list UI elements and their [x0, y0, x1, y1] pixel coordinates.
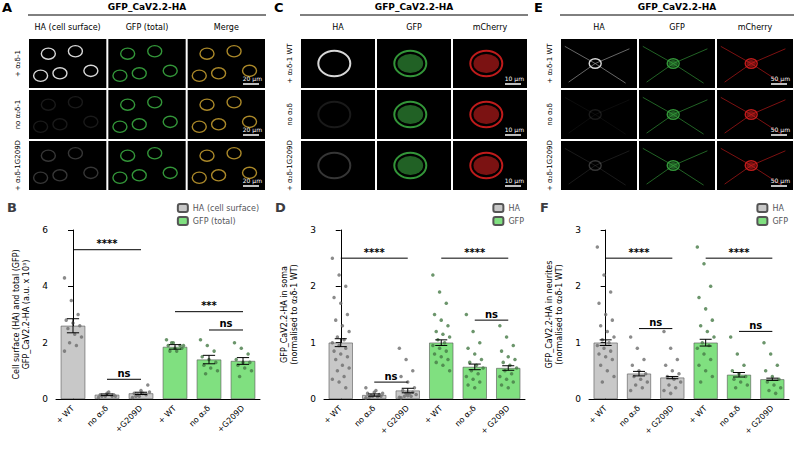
svg-text:GFP: GFP [508, 217, 524, 226]
svg-text:ns: ns [649, 317, 662, 328]
svg-text:GFP_CaV2.2-HA: GFP_CaV2.2-HA [638, 2, 716, 12]
svg-text:F: F [540, 200, 549, 215]
svg-text:3: 3 [310, 225, 316, 235]
svg-text:+ α₂δ-1G209D: + α₂δ-1G209D [546, 140, 554, 191]
svg-text:+ α₂δ-1: + α₂δ-1 [14, 50, 22, 77]
svg-text:ns: ns [219, 318, 232, 329]
svg-text:mCherry: mCherry [738, 23, 773, 32]
svg-text:+ WT: + WT [587, 404, 609, 426]
svg-text:10 µm: 10 µm [505, 126, 524, 134]
svg-text:GFP_CaV2.2-HA (a.u. x 10³): GFP_CaV2.2-HA (a.u. x 10³) [22, 260, 31, 370]
svg-text:B: B [7, 200, 17, 215]
svg-text:ns: ns [384, 371, 397, 382]
svg-text:GFP: GFP [406, 23, 422, 32]
svg-text:no α₂δ: no α₂δ [286, 103, 294, 126]
svg-text:Cell surface (HA) and total (G: Cell surface (HA) and total (GFP) [12, 249, 21, 379]
svg-text:HA: HA [772, 204, 784, 213]
svg-text:no α₂δ-1: no α₂δ-1 [14, 100, 22, 130]
svg-text:+ α₂δ-1G209D: + α₂δ-1G209D [286, 140, 294, 191]
svg-text:ns: ns [117, 368, 130, 379]
svg-text:0: 0 [42, 394, 48, 404]
svg-text:50 µm: 50 µm [771, 177, 790, 185]
svg-text:****: **** [729, 247, 751, 258]
svg-text:+ α₂δ-1 WT: + α₂δ-1 WT [286, 43, 294, 84]
svg-text:+ WT: + WT [687, 404, 709, 426]
svg-text:no α₂δ: no α₂δ [618, 404, 643, 429]
svg-text:GFP_CaV2.2-HA in soma: GFP_CaV2.2-HA in soma [280, 266, 289, 363]
svg-text:2: 2 [42, 338, 48, 348]
svg-text:A: A [2, 0, 12, 15]
svg-text:+ WT: + WT [423, 404, 445, 426]
svg-text:mCherry: mCherry [473, 23, 508, 32]
svg-text:(normalised to α₂δ-1 WT): (normalised to α₂δ-1 WT) [290, 264, 299, 364]
svg-text:no α₂δ: no α₂δ [86, 404, 111, 429]
svg-text:10 µm: 10 µm [505, 75, 524, 83]
svg-text:+G209D: +G209D [216, 404, 247, 435]
svg-text:HA (cell surface): HA (cell surface) [35, 23, 101, 32]
svg-text:0: 0 [310, 394, 316, 404]
svg-text:HA: HA [593, 23, 605, 32]
svg-text:****: **** [364, 247, 386, 258]
svg-text:1: 1 [310, 338, 316, 348]
svg-text:GFP (total): GFP (total) [193, 217, 236, 226]
svg-text:no α₂δ: no α₂δ [353, 404, 378, 429]
svg-text:D: D [275, 200, 286, 215]
svg-text:Merge: Merge [214, 23, 239, 32]
svg-text:50 µm: 50 µm [771, 126, 790, 134]
svg-text:2: 2 [575, 281, 581, 291]
svg-text:E: E [534, 0, 543, 15]
svg-text:1: 1 [575, 338, 581, 348]
svg-text:2: 2 [310, 281, 316, 291]
svg-text:20 µm: 20 µm [243, 126, 262, 134]
svg-text:HA (cell surface): HA (cell surface) [193, 204, 259, 213]
svg-text:+ α₂δ-1G209D: + α₂δ-1G209D [14, 140, 22, 191]
svg-text:20 µm: 20 µm [243, 75, 262, 83]
svg-text:6: 6 [42, 225, 48, 235]
svg-text:4: 4 [42, 281, 48, 291]
svg-text:10 µm: 10 µm [505, 177, 524, 185]
svg-text:****: **** [464, 247, 486, 258]
svg-text:50 µm: 50 µm [771, 75, 790, 83]
svg-text:+ G209D: + G209D [379, 404, 411, 436]
svg-text:(normalised to α₂δ-1 WT): (normalised to α₂δ-1 WT) [555, 264, 564, 364]
svg-text:+ WT: + WT [322, 404, 344, 426]
svg-text:ns: ns [485, 309, 498, 320]
svg-text:no α₂δ: no α₂δ [453, 404, 478, 429]
svg-text:+ G209D: + G209D [743, 404, 775, 436]
svg-text:+ α₂δ-1 WT: + α₂δ-1 WT [546, 43, 554, 84]
svg-text:***: *** [201, 300, 217, 311]
svg-text:HA: HA [332, 23, 344, 32]
svg-text:****: **** [97, 238, 119, 249]
svg-text:****: **** [629, 247, 651, 258]
svg-text:GFP: GFP [772, 217, 788, 226]
svg-text:+ G209D: + G209D [479, 404, 511, 436]
svg-text:GFP_CaV2.2-HA: GFP_CaV2.2-HA [108, 2, 186, 12]
svg-text:+G209D: +G209D [114, 404, 145, 435]
svg-text:HA: HA [508, 204, 520, 213]
svg-text:GFP: GFP [669, 23, 685, 32]
svg-text:GFP_CaV2.2-HA in neurites: GFP_CaV2.2-HA in neurites [545, 261, 554, 369]
svg-text:no α₂δ: no α₂δ [718, 404, 743, 429]
svg-text:GFP_CaV2.2-HA: GFP_CaV2.2-HA [375, 2, 453, 12]
svg-text:ns: ns [749, 320, 762, 331]
svg-text:0: 0 [575, 394, 581, 404]
svg-text:+ G209D: + G209D [643, 404, 675, 436]
svg-text:3: 3 [575, 225, 581, 235]
svg-text:no α₂δ: no α₂δ [546, 103, 554, 126]
svg-text:20 µm: 20 µm [243, 177, 262, 185]
svg-text:+ WT: + WT [156, 404, 178, 426]
svg-text:C: C [274, 0, 284, 15]
svg-text:no α₂δ: no α₂δ [188, 404, 213, 429]
svg-text:GFP (total): GFP (total) [126, 23, 169, 32]
svg-text:+ WT: + WT [54, 404, 76, 426]
